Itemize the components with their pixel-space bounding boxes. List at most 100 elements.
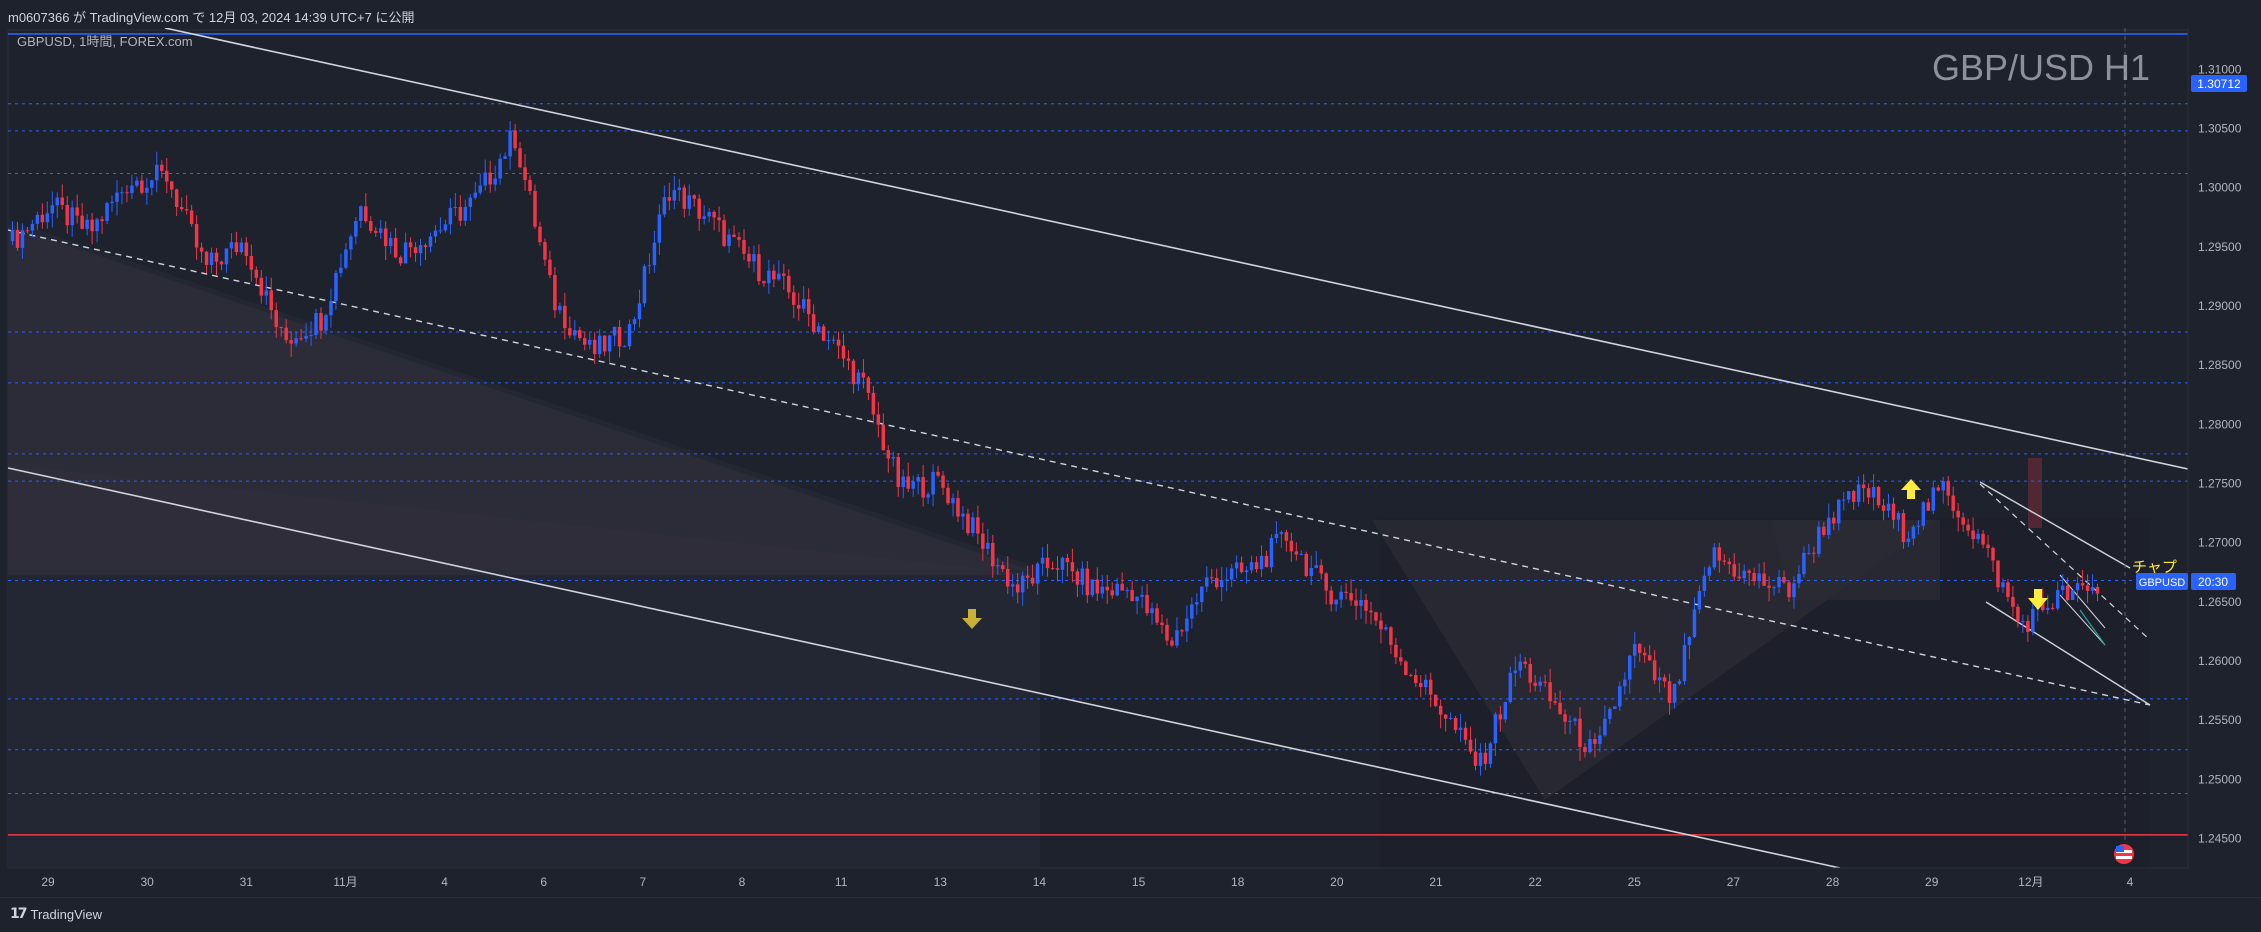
candle [1045,543,1050,577]
candle [1961,512,1965,532]
symbol-watermark: GBP/USD H1 [1932,47,2150,88]
candle [1822,521,1826,537]
candle [926,492,930,504]
candle [1503,701,1508,723]
candle [1090,579,1095,598]
candle [1110,582,1114,599]
candle [752,245,756,273]
candle [314,308,318,340]
candle [612,326,617,347]
time-tick-label: 28 [1826,875,1840,889]
candle [642,263,647,308]
candle [687,184,691,216]
candle [299,329,303,342]
candle [259,270,264,304]
candle [1115,577,1119,597]
candle [35,211,40,230]
candle [1423,674,1428,695]
candle [816,322,821,335]
candle [1384,624,1388,632]
wedge-lower-line [1985,601,2151,706]
candle [737,232,741,248]
candle [767,259,771,294]
candle [1876,485,1881,509]
candle [463,199,468,227]
price-axis[interactable] [2188,28,2261,868]
candle [1637,642,1642,662]
candle [1642,647,1647,664]
candle [1294,542,1299,561]
candle [1777,570,1781,593]
candle [1846,490,1851,504]
tradingview-logo-icon: 17 [10,906,28,922]
candle [871,386,876,424]
candle [597,329,602,359]
candle [1214,568,1219,590]
price-tick-label: 1.24500 [2198,831,2242,845]
candle [1085,561,1090,604]
time-tick-label: 22 [1528,875,1542,889]
candle [418,238,423,266]
price-chart[interactable]: GBPUSD, 1時間, FOREX.com GBP/USD H1 チャプ 1.… [0,28,2261,897]
candle [1906,531,1911,547]
candle [1747,569,1751,586]
candle [1344,583,1348,600]
candle [1856,476,1861,507]
price-tick-label: 1.28500 [2198,358,2242,372]
candle [1483,742,1488,771]
partial-annotation: チャプ [2132,558,2177,576]
candle [886,445,891,473]
candle [458,195,463,226]
candle [284,319,288,344]
candle [762,280,766,287]
time-tick-label: 11月 [333,875,357,889]
candle [1817,521,1821,558]
candle [518,141,522,169]
candle [1155,603,1159,626]
candle [1628,655,1632,694]
candle [1513,656,1518,687]
candle [1508,666,1513,704]
candle [234,231,239,256]
candle [1404,660,1408,676]
candle [573,320,577,340]
candle [841,333,846,368]
candle [1568,715,1572,735]
candle [1553,692,1557,706]
candle [483,159,487,191]
candle [25,227,30,234]
candle [772,264,776,288]
candle [125,185,129,203]
candle [1224,567,1229,592]
candle [1279,530,1284,548]
candle [876,401,881,438]
candle [1697,585,1702,614]
price-tick-label: 1.25000 [2198,772,2242,786]
time-tick-label: 4 [2127,875,2134,889]
candle [1374,611,1378,626]
candle [1120,572,1124,591]
candle [85,214,89,236]
price-tick-label: 1.25500 [2198,713,2242,727]
candle [592,332,597,364]
tradingview-logo-text: TradingView [30,906,103,922]
candle [10,221,15,245]
candle [2060,574,2065,596]
candle [1219,567,1224,602]
candle [2050,603,2055,611]
time-axis[interactable] [8,868,2188,897]
candle [478,173,482,196]
us-flag-icon[interactable] [2114,844,2134,864]
candle [1468,726,1473,755]
candle [861,359,866,389]
time-tick-label: 6 [540,875,547,889]
arrow-down-left-icon [962,609,982,629]
candle [110,195,114,212]
candle [1349,579,1353,606]
candle [1259,545,1264,577]
tradingview-logo[interactable]: 17 TradingView [10,906,102,922]
candle [1931,480,1936,515]
time-tick-label: 8 [739,875,746,889]
candle [956,490,960,522]
candle [981,522,985,561]
